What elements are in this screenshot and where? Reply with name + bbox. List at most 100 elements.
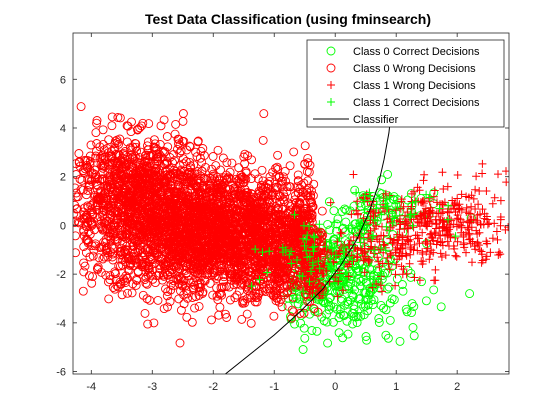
data-point	[176, 165, 186, 175]
data-point	[242, 309, 252, 319]
data-point	[431, 265, 440, 274]
data-point	[386, 249, 395, 258]
data-point	[159, 271, 169, 281]
data-point	[334, 277, 343, 286]
data-point	[166, 204, 176, 214]
data-point	[340, 284, 350, 294]
data-point	[288, 292, 298, 302]
data-point	[141, 175, 151, 184]
data-point	[239, 201, 249, 210]
data-point	[163, 142, 173, 152]
data-point	[188, 232, 198, 242]
data-point	[247, 206, 257, 216]
data-point	[107, 252, 117, 262]
data-point	[457, 223, 466, 232]
data-point	[444, 201, 453, 210]
data-point	[465, 229, 474, 238]
data-point	[193, 200, 203, 210]
data-point	[410, 273, 419, 282]
data-point	[282, 263, 291, 272]
data-point	[253, 211, 263, 221]
data-point	[274, 171, 284, 181]
data-point	[370, 224, 379, 233]
data-point	[326, 263, 335, 271]
data-point	[368, 283, 377, 292]
data-point	[130, 138, 140, 148]
data-point	[73, 217, 83, 227]
data-point	[109, 198, 119, 208]
data-point	[494, 170, 502, 179]
data-point	[267, 236, 277, 246]
data-point	[328, 244, 337, 253]
data-point	[445, 225, 454, 234]
data-point	[441, 251, 450, 260]
data-point	[250, 169, 260, 179]
data-point	[428, 208, 437, 216]
classifier-layer	[225, 110, 392, 374]
data-point	[152, 183, 162, 192]
data-point	[92, 118, 102, 128]
data-point	[149, 135, 159, 145]
data-point	[271, 163, 281, 173]
data-point	[220, 265, 230, 275]
data-point	[410, 240, 419, 249]
data-point	[73, 170, 81, 179]
data-point	[323, 338, 333, 348]
data-point	[335, 309, 345, 319]
data-point	[149, 143, 159, 153]
data-point	[406, 250, 415, 259]
data-point	[303, 284, 312, 293]
data-point	[292, 294, 301, 303]
data-point	[477, 247, 486, 256]
data-point	[330, 243, 339, 252]
data-point	[86, 201, 96, 210]
data-point	[436, 231, 445, 240]
data-point	[259, 257, 269, 267]
data-point	[435, 204, 444, 213]
data-point	[395, 251, 403, 260]
y-tick-label: -4	[56, 318, 66, 330]
data-point	[130, 173, 140, 183]
data-point	[292, 203, 302, 212]
data-point	[302, 246, 311, 255]
data-point	[203, 268, 213, 278]
data-point	[325, 277, 334, 286]
data-point	[250, 222, 260, 232]
data-point	[322, 242, 331, 251]
data-point	[305, 222, 313, 231]
data-point	[227, 266, 237, 276]
data-point	[464, 230, 473, 239]
data-point	[413, 246, 422, 255]
data-point	[419, 176, 428, 185]
data-point	[342, 316, 352, 326]
data-point	[95, 142, 105, 152]
data-point	[373, 253, 382, 262]
data-point	[186, 204, 196, 214]
data-point	[496, 196, 505, 205]
data-point	[108, 194, 118, 204]
data-point	[383, 169, 393, 179]
data-point	[145, 224, 155, 234]
data-point	[494, 251, 503, 259]
data-point	[81, 190, 91, 200]
data-point	[225, 269, 235, 279]
data-point	[197, 157, 207, 167]
data-point	[271, 172, 281, 182]
data-point	[361, 191, 369, 200]
data-point	[209, 250, 219, 260]
data-point	[443, 182, 452, 191]
data-point	[252, 265, 262, 275]
data-point	[117, 196, 127, 206]
data-point	[183, 293, 192, 303]
data-point	[207, 270, 217, 280]
data-point	[336, 296, 346, 306]
data-point	[289, 147, 299, 157]
data-point	[77, 175, 87, 185]
data-point	[128, 215, 137, 225]
data-point	[290, 319, 300, 329]
data-point	[156, 254, 166, 264]
data-point	[131, 142, 141, 152]
data-point	[429, 248, 438, 257]
data-point	[165, 222, 175, 232]
data-point	[471, 185, 480, 194]
